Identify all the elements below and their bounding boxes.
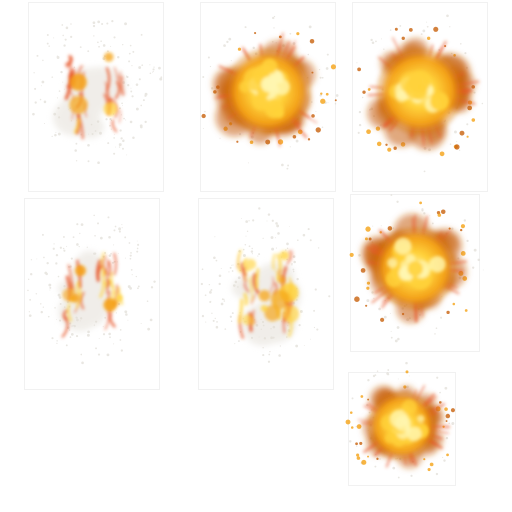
flame-glow — [241, 250, 300, 326]
explosion-frame-7 — [345, 361, 456, 486]
explosion-frame-3 — [352, 2, 488, 192]
explosion-frame-5 — [198, 198, 334, 390]
explosion-frame-4 — [24, 198, 160, 390]
flame-tendrils — [61, 251, 124, 338]
burst-frame-large — [201, 15, 339, 170]
wisp-flame-frame-3 — [200, 207, 331, 363]
flame-glow — [69, 52, 118, 116]
burst-frame-small — [345, 361, 455, 479]
wisp-flame-frame-2 — [27, 214, 156, 365]
explosion-frame-2 — [200, 2, 339, 192]
burst-frame-medium — [349, 194, 484, 343]
explosion-frame-1 — [28, 2, 164, 192]
fireball-lumps — [385, 237, 446, 290]
burst-frame-large-bright — [356, 14, 484, 173]
wisp-flame-frame — [32, 20, 163, 165]
fireball-lumps — [239, 58, 290, 119]
explosion-frame-6 — [349, 194, 484, 352]
spark-debris — [357, 26, 476, 157]
fireball-lumps — [388, 70, 449, 113]
fireball-lumps — [380, 399, 429, 447]
flame-glow — [62, 265, 123, 312]
